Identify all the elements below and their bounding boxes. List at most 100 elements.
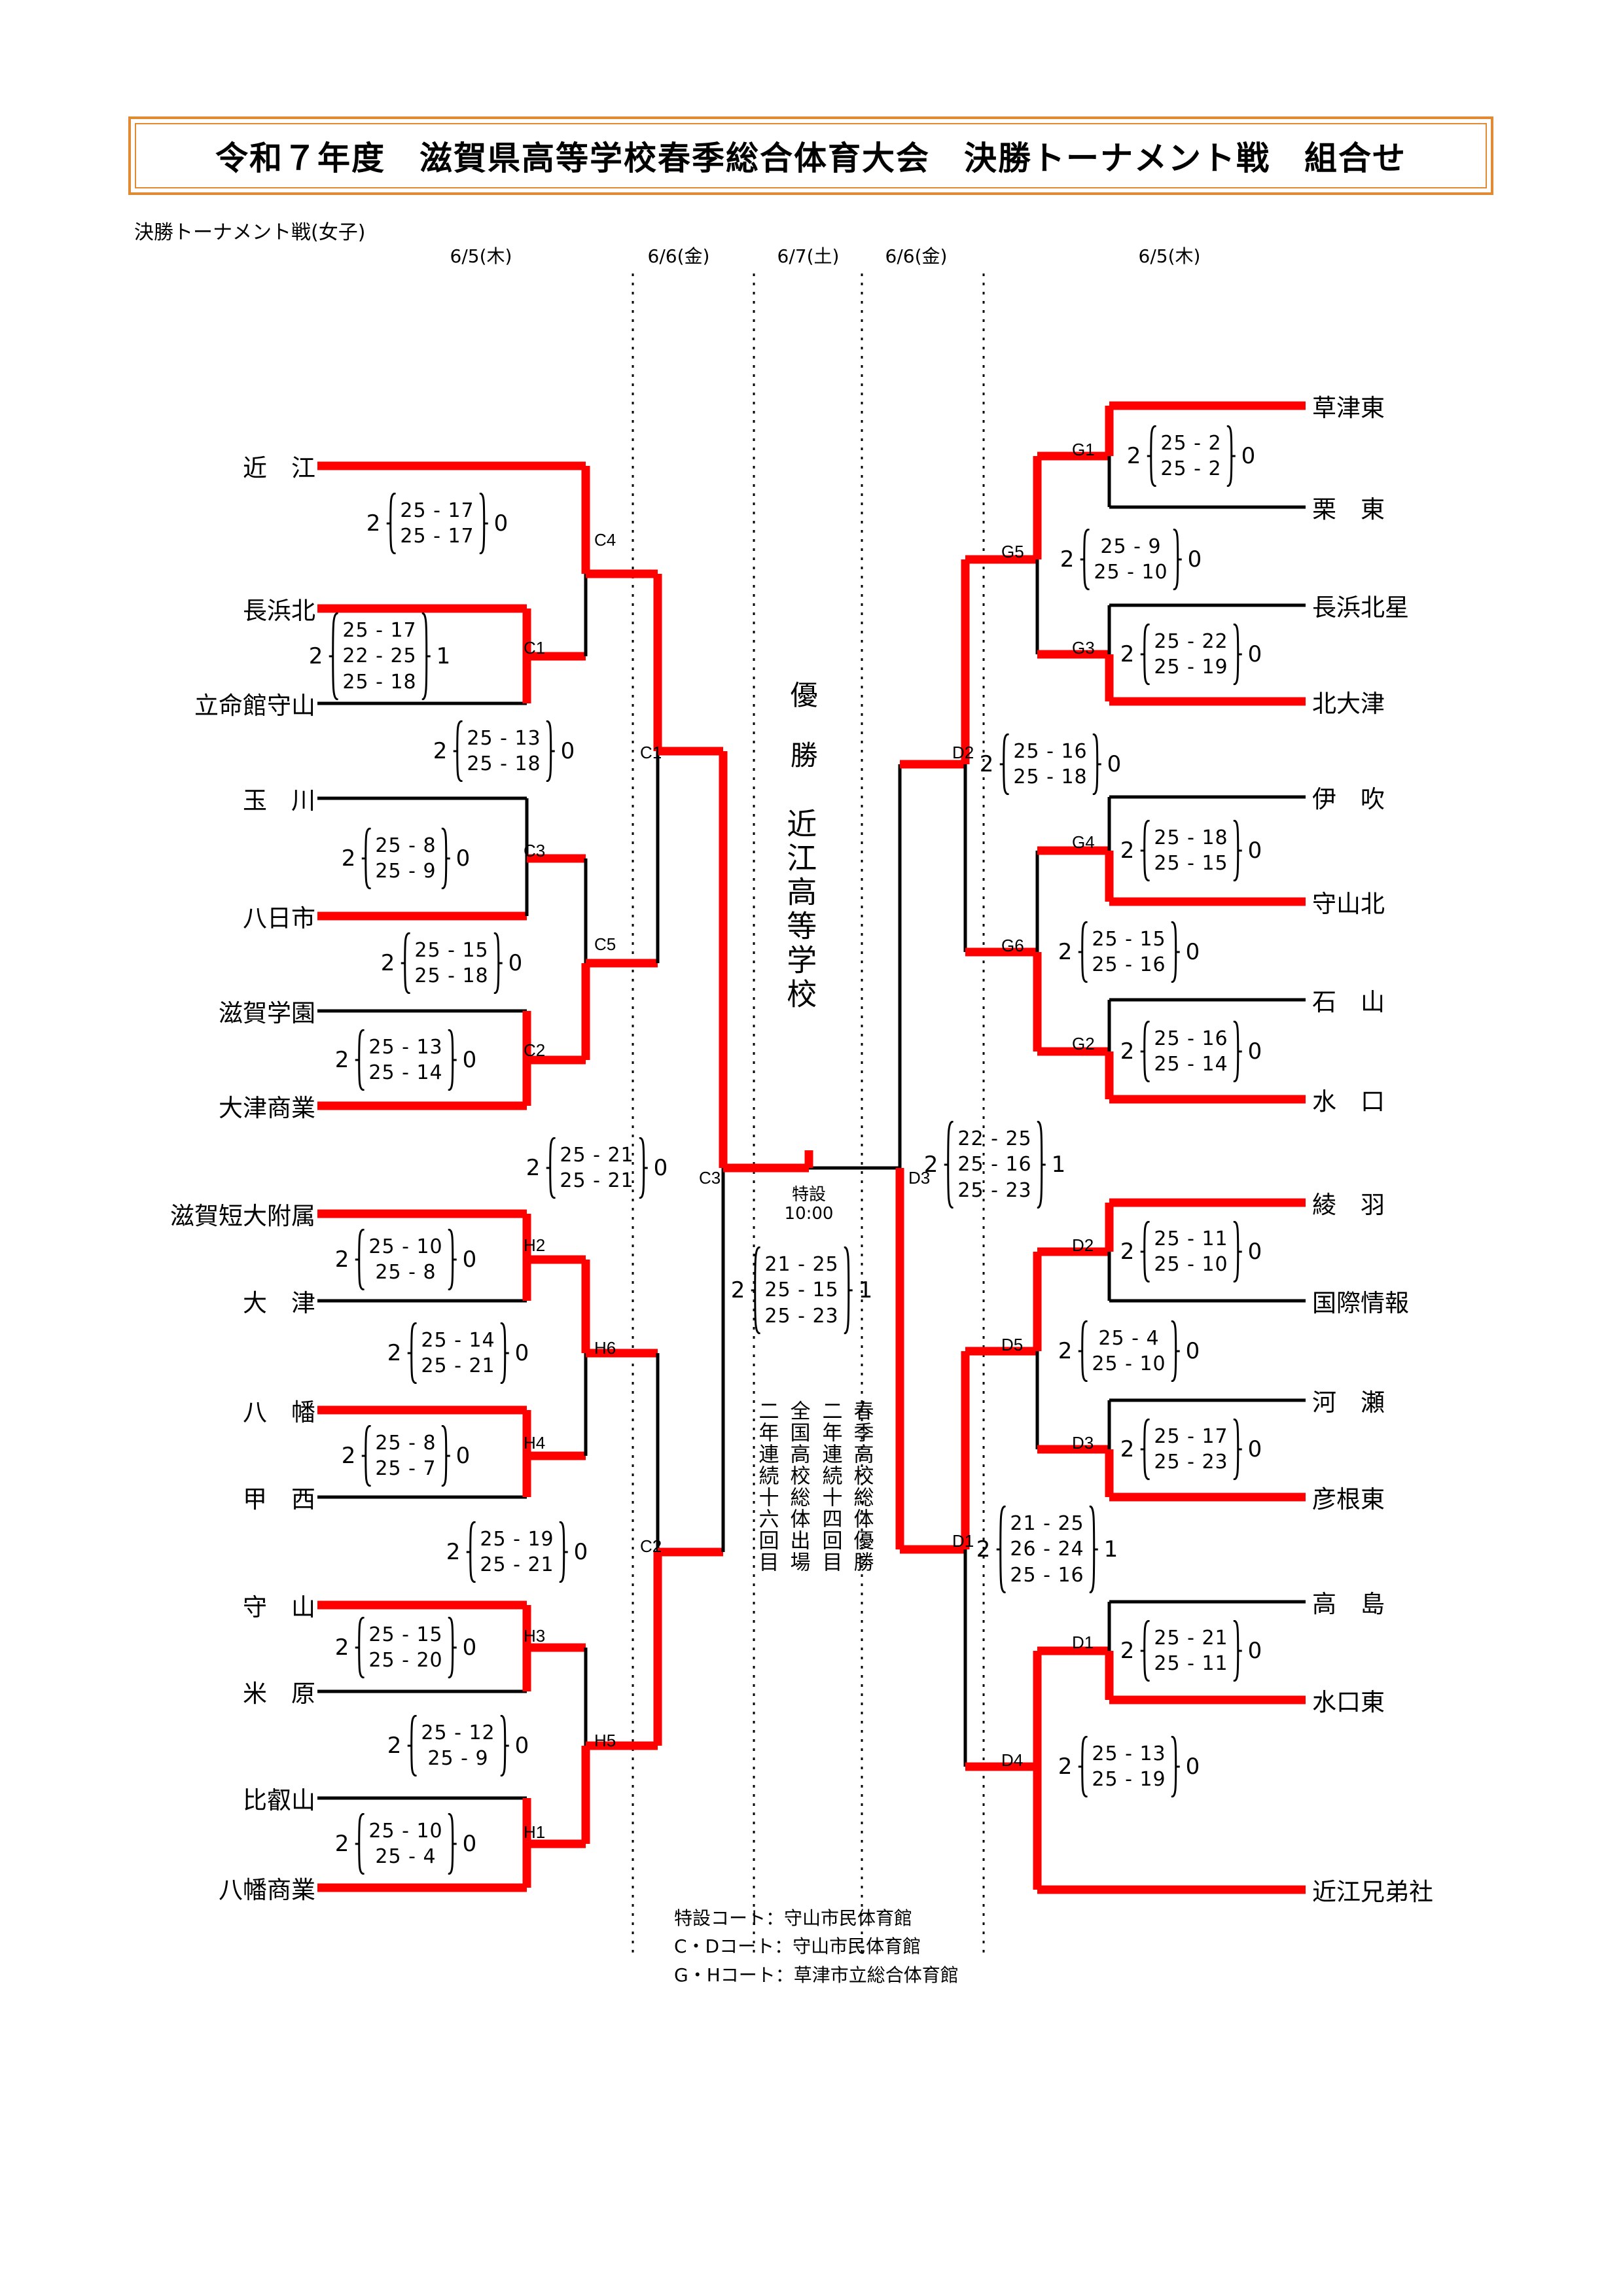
score-set-row-0: 21 - 25	[1010, 1511, 1084, 1535]
final-court-time: 特設 10:00	[785, 1186, 834, 1223]
brace-close-icon	[1233, 1620, 1242, 1682]
brace-close-icon	[500, 1715, 509, 1776]
score-block-R-G2: 2 25 - 16 25 - 14 0	[1120, 1021, 1262, 1082]
score-set-row-1: 25 - 18	[1013, 766, 1088, 788]
brace-open-icon	[1140, 1620, 1150, 1682]
team-name-left-0: 近 江	[243, 454, 315, 482]
score-set-row-0: 21 - 25	[764, 1252, 839, 1276]
court-code-D3-14: D3	[908, 1168, 931, 1188]
score-wins: 2	[308, 643, 323, 669]
score-set-row-0: 25 - 11	[1154, 1227, 1228, 1250]
brace-close-icon	[1226, 425, 1236, 487]
court-note-0: 特設コート：守山市民体育館	[674, 1907, 913, 1929]
brace-close-icon	[1171, 1320, 1180, 1382]
score-losses: 0	[455, 1443, 471, 1469]
score-set-row-1: 25 - 11	[1154, 1652, 1228, 1675]
brace-close-icon	[493, 932, 503, 994]
date-label-0: 6/5(木)	[450, 245, 512, 267]
score-block-R-G1: 2 25 - 2 25 - 2 0	[1127, 425, 1255, 487]
score-losses: 0	[1247, 1638, 1262, 1664]
brace-open-icon	[401, 932, 410, 994]
score-set-row-0: 25 - 8	[375, 834, 437, 857]
court-code-C1-2: C1	[640, 743, 662, 762]
score-block-L-C4: 2 25 - 17 25 - 17 0	[366, 493, 508, 554]
note-national-qualification-outer: 二年連続十六回目	[755, 1400, 779, 1573]
court-code-C1-1: C1	[524, 638, 546, 658]
score-set-row-0: 25 - 18	[1154, 826, 1228, 849]
team-name-right-12: 高 島	[1312, 1590, 1385, 1618]
brace-close-icon	[1233, 1021, 1242, 1082]
score-block-L-H2: 2 25 - 10 25 - 8 0	[335, 1229, 476, 1290]
score-block-L-C5: 2 25 - 15 25 - 18 0	[381, 932, 523, 994]
brace-open-icon	[1078, 921, 1088, 983]
score-sets: 25 - 11 25 - 10	[1154, 1227, 1228, 1277]
score-losses: 0	[1187, 546, 1202, 573]
brace-open-icon	[386, 493, 396, 554]
score-block-L-H4: 2 25 - 8 25 - 7 0	[342, 1425, 470, 1487]
brace-open-icon	[355, 1813, 365, 1875]
score-set-row-0: 25 - 13	[1092, 1742, 1166, 1765]
brace-open-icon	[751, 1246, 760, 1334]
brace-close-icon	[639, 1137, 648, 1199]
brace-close-icon	[1037, 1121, 1046, 1209]
score-sets: 25 - 13 25 - 19	[1092, 1742, 1166, 1792]
score-sets: 25 - 21 25 - 11	[1154, 1626, 1228, 1676]
team-name-left-9: 八 幡	[243, 1398, 315, 1426]
score-losses: 0	[1247, 641, 1262, 667]
brace-open-icon	[1140, 1221, 1150, 1282]
score-block-R-G4: 2 25 - 18 25 - 15 0	[1120, 820, 1262, 881]
brace-close-icon	[1089, 1506, 1098, 1593]
final-lines	[723, 1150, 900, 1173]
score-block-L-H5: 2 25 - 12 25 - 9 0	[387, 1715, 529, 1776]
score-set-row-0: 25 - 19	[480, 1527, 554, 1551]
score-set-row-2: 25 - 23	[957, 1178, 1032, 1202]
score-set-row-0: 25 - 15	[414, 938, 489, 962]
note-spring-title-inner: 春季高校総体優勝	[849, 1400, 874, 1573]
score-block-L-H1: 2 25 - 10 25 - 4 0	[335, 1813, 476, 1875]
court-code-G4-19: G4	[1072, 832, 1095, 852]
score-wins: 2	[1058, 939, 1073, 965]
brace-open-icon	[1140, 1021, 1150, 1082]
final-court-name: 特設	[791, 1185, 826, 1205]
brace-open-icon	[1080, 529, 1090, 590]
team-name-left-8: 大 津	[243, 1289, 315, 1317]
score-sets: 25 - 15 25 - 20	[368, 1623, 442, 1673]
page-title: 令和７年度 滋賀県高等学校春季総合体育大会 決勝トーナメント戦 組合せ	[215, 139, 1406, 177]
date-label-4: 6/5(木)	[1138, 245, 1201, 267]
team-name-right-2: 長浜北星	[1312, 593, 1409, 622]
date-label-3: 6/6(金)	[885, 245, 948, 267]
score-block-R-D3b: 2 25 - 17 25 - 23 0	[1120, 1419, 1262, 1480]
score-losses: 1	[858, 1277, 873, 1303]
score-losses: 0	[1185, 1754, 1200, 1780]
score-set-row-0: 25 - 13	[368, 1035, 443, 1059]
score-losses: 0	[508, 950, 523, 976]
score-set-row-1: 25 - 19	[1092, 1768, 1166, 1791]
team-name-right-7: 水 口	[1312, 1087, 1385, 1116]
brace-open-icon	[407, 1715, 417, 1776]
court-code-C3-6: C3	[699, 1168, 721, 1188]
team-name-left-14: 八幡商業	[219, 1876, 315, 1904]
score-set-row-1: 26 - 24	[1010, 1538, 1084, 1561]
score-wins: 2	[341, 845, 356, 872]
score-set-row-2: 25 - 18	[342, 670, 417, 694]
court-code-H5-12: H5	[594, 1731, 616, 1750]
score-losses: 1	[1103, 1536, 1118, 1563]
score-sets: 21 - 25 25 - 15 25 - 23	[764, 1252, 838, 1329]
score-sets: 25 - 19 25 - 21	[480, 1527, 554, 1578]
team-name-left-3: 玉 川	[243, 786, 315, 815]
brace-close-icon	[1233, 1221, 1242, 1282]
score-wins: 2	[1126, 443, 1141, 469]
score-sets: 25 - 10 25 - 8	[368, 1235, 442, 1285]
brace-close-icon	[1233, 624, 1242, 685]
brace-close-icon	[441, 828, 450, 889]
court-code-G6-20: G6	[1001, 936, 1024, 955]
score-losses: 1	[436, 643, 451, 669]
score-wins: 2	[433, 738, 448, 764]
court-code-D4-27: D4	[1001, 1750, 1024, 1770]
team-name-left-4: 八日市	[243, 904, 315, 932]
score-set-row-1: 25 - 8	[375, 1261, 437, 1284]
score-set-row-1: 22 - 25	[342, 645, 417, 668]
team-name-right-4: 伊 吹	[1312, 785, 1385, 813]
brace-open-icon	[1078, 1320, 1088, 1382]
score-set-row-0: 25 - 16	[1013, 739, 1088, 763]
